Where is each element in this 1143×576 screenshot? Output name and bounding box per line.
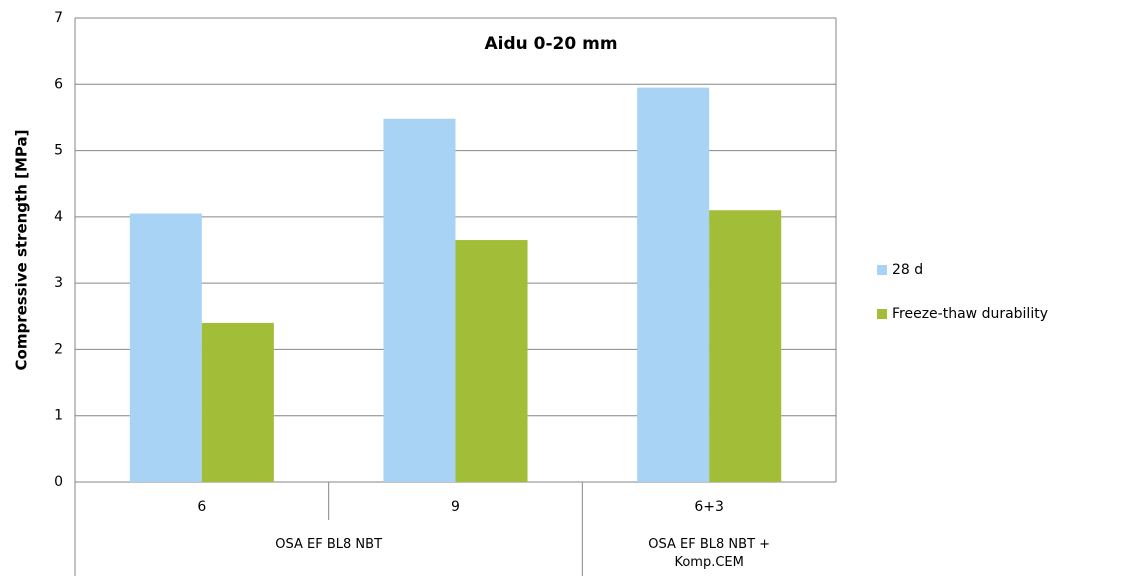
bar <box>383 118 456 483</box>
y-tick-label: 7 <box>54 10 63 26</box>
y-axis-label: Compressive strength [MPa] <box>13 130 31 371</box>
y-tick-label: 1 <box>54 408 63 424</box>
bar <box>455 240 528 482</box>
y-tick-label: 0 <box>54 474 63 490</box>
category-group-label: OSA EF BL8 NBT + Komp.CEM <box>648 537 771 570</box>
bar <box>637 87 710 482</box>
bar <box>129 213 202 483</box>
y-tick-label: 2 <box>54 341 63 357</box>
legend-swatch <box>877 309 887 319</box>
bar <box>201 322 274 482</box>
legend-label: 28 d <box>892 262 923 278</box>
x-tick-label: 6+3 <box>694 499 724 515</box>
y-tick-label: 3 <box>54 275 63 291</box>
y-tick-label: 4 <box>54 209 63 225</box>
legend-label: Freeze-thaw durability <box>892 306 1048 322</box>
x-tick-label: 9 <box>451 499 460 515</box>
y-tick-label: 5 <box>54 143 63 159</box>
chart-title: Aidu 0-20 mm <box>484 34 617 54</box>
x-tick-label: 6 <box>197 499 206 515</box>
y-tick-label: 6 <box>54 76 63 92</box>
bar <box>709 210 782 482</box>
legend-swatch <box>877 265 887 275</box>
category-group-label: OSA EF BL8 NBT <box>275 537 383 552</box>
